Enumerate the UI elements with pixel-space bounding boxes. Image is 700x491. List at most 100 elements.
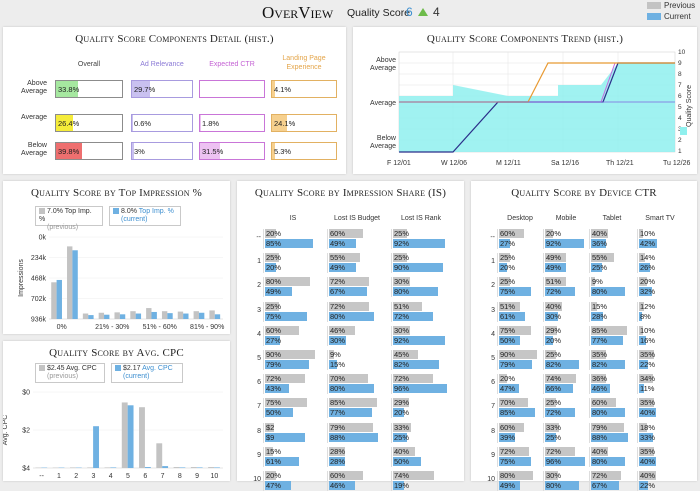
cpc-bar[interactable] [197, 467, 203, 468]
trend-x-label: Sa 12/16 [551, 160, 579, 167]
device_ctr-cell: 60% [591, 398, 633, 407]
device_ctr-cell: 10% [639, 326, 681, 335]
device_ctr-cell: 60% [499, 423, 541, 432]
trend-x-label: Th 12/21 [606, 160, 634, 167]
top-imp-y-tick: 0k [39, 235, 47, 242]
cpc-bar[interactable] [174, 467, 180, 468]
cpc-bar[interactable] [214, 467, 220, 468]
components-row-label: Below Average [7, 142, 47, 158]
device_ctr-cell-value: 40% [640, 471, 655, 480]
cpc-bar[interactable] [162, 466, 168, 468]
impression_share-cell-value: 27% [266, 336, 281, 345]
cpc-x-label: 9 [195, 473, 199, 480]
device_ctr-cell-value: 74% [546, 374, 561, 383]
components-cell-value: 26.4% [58, 119, 79, 128]
cell-divider [637, 302, 638, 322]
device_ctr-cell: 11% [639, 384, 681, 393]
device_ctr-cell-value: 18% [640, 423, 655, 432]
top-imp-bar[interactable] [183, 314, 188, 319]
device_ctr-cell: 60% [499, 229, 541, 238]
legend-current-swatch [647, 13, 661, 20]
cpc-bar[interactable] [208, 467, 214, 468]
device_ctr-cell: 40% [545, 302, 587, 311]
device_ctr-cell-value: 26% [640, 263, 655, 272]
device_ctr-cell-value: 49% [500, 481, 515, 490]
cell-divider [263, 374, 264, 394]
cpc-bar[interactable] [70, 467, 76, 468]
top-imp-bar[interactable] [120, 314, 125, 319]
device_ctr-cell-value: 75% [500, 326, 515, 335]
device_ctr-cell-value: 10% [640, 326, 655, 335]
cell-divider [327, 398, 328, 418]
components-cell: 1.8% [199, 114, 265, 132]
impression_share-cell: 75% [265, 398, 321, 407]
impression_share-cell: 90% [393, 263, 449, 272]
top-imp-bar[interactable] [136, 314, 141, 319]
device_ctr-cell-value: 35% [640, 447, 655, 456]
device_ctr-cell: 27% [499, 239, 541, 248]
top-imp-bar[interactable] [130, 311, 135, 319]
impression_share-cell-value: 92% [394, 336, 409, 345]
components-cell-value: 29.7% [134, 85, 155, 94]
impression_share-cell-value: 60% [330, 229, 345, 238]
impression_share-cell: 72% [265, 374, 321, 383]
top-imp-bar[interactable] [162, 311, 167, 319]
device_ctr-cell: 20% [499, 374, 541, 383]
top-imp-bar[interactable] [88, 315, 93, 319]
components-col-2: Expected CTR [199, 60, 265, 69]
cpc-bar[interactable] [179, 467, 185, 468]
device_ctr-cell-value: 46% [592, 384, 607, 393]
device_ctr-cell-value: 49% [546, 253, 561, 262]
cpc-bar[interactable] [87, 467, 93, 468]
impression_share-cell: 30% [329, 336, 385, 345]
top-imp-bar[interactable] [72, 250, 77, 319]
top-imp-bar[interactable] [83, 314, 88, 319]
impression_share-cell: 60% [329, 471, 385, 480]
impression_share-cell-value: 49% [266, 287, 281, 296]
cpc-bar[interactable] [139, 407, 145, 468]
impression_share-cell: 72% [329, 302, 385, 311]
cpc-bar[interactable] [191, 467, 197, 468]
top-imp-bar[interactable] [104, 315, 109, 319]
components-col-1: Ad Relevance [131, 60, 193, 69]
top-imp-bar[interactable] [178, 312, 183, 319]
device_ctr-cell: 9% [591, 277, 633, 286]
cpc-bar[interactable] [145, 467, 151, 468]
top-imp-bar[interactable] [99, 313, 104, 319]
impression_share-cell: 80% [329, 312, 385, 321]
legend-previous-label: Previous [664, 1, 695, 10]
top-imp-bar[interactable] [194, 311, 199, 319]
cpc-bar[interactable] [156, 443, 162, 468]
trend-right-tick: 8 [678, 71, 682, 78]
impression_share-cell: 72% [329, 277, 385, 286]
trend-panel: Quality Score Components Trend (hist.) A… [353, 27, 697, 174]
top-imp-bar[interactable] [146, 308, 151, 319]
impression_share-cell: 25% [393, 433, 449, 442]
device_ctr-cell: 8% [639, 312, 681, 321]
components-cell-value: 24.1% [274, 119, 295, 128]
cpc-x-label: 10 [210, 473, 218, 480]
top-imp-bar[interactable] [114, 312, 119, 319]
cell-divider [543, 374, 544, 394]
device_ctr-cell: 35% [639, 447, 681, 456]
top-imp-bar[interactable] [167, 313, 172, 319]
device_ctr-cell-value: 20% [640, 277, 655, 286]
top-imp-bar[interactable] [51, 282, 56, 319]
cpc-bar[interactable] [122, 402, 128, 468]
cpc-bar[interactable] [128, 405, 134, 468]
device_ctr-cell: 20% [545, 229, 587, 238]
device_ctr-cell: 75% [499, 457, 541, 466]
top-imp-bar[interactable] [209, 310, 214, 319]
top-imp-bar[interactable] [215, 314, 220, 319]
components-cell: 39.8% [55, 142, 123, 160]
top-imp-bar[interactable] [57, 280, 62, 319]
top-imp-bar[interactable] [199, 313, 204, 319]
cpc-bar[interactable] [93, 426, 99, 468]
cpc-bar[interactable] [105, 467, 111, 468]
cpc-bar[interactable] [110, 467, 116, 468]
impression_share-cell-value: 20% [394, 408, 409, 417]
device_ctr-cell-value: 61% [500, 312, 515, 321]
top-imp-bar[interactable] [67, 246, 72, 319]
top-imp-bar[interactable] [152, 312, 157, 319]
